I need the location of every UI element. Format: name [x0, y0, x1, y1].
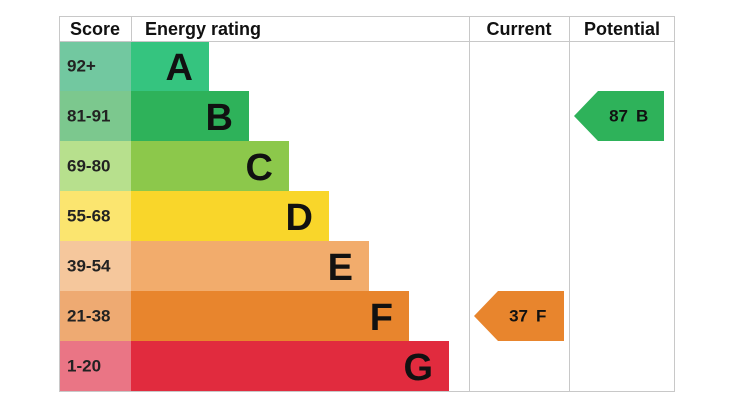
current-header: Current	[486, 19, 551, 39]
score-cell	[59, 91, 131, 141]
rating-bar	[131, 41, 209, 91]
rating-letter: G	[403, 347, 433, 389]
rating-rows: 92+ A 81-91 B 69-80 C 55-68 D 39-54 E 21-38 F 1-20 G 3…	[59, 41, 664, 391]
rating-letter: D	[286, 197, 313, 239]
score-cell	[59, 241, 131, 291]
score-label: 21-38	[67, 307, 110, 326]
current-value: 37	[509, 307, 528, 326]
current-rating: F	[536, 307, 546, 326]
score-cell	[59, 291, 131, 341]
table-border	[59, 16, 675, 392]
score-label: 55-68	[67, 207, 110, 226]
score-label: 69-80	[67, 157, 110, 176]
rating-bar	[131, 141, 289, 191]
score-cell	[59, 341, 131, 391]
rating-letter: E	[328, 247, 353, 289]
score-cell	[59, 191, 131, 241]
score-label: 81-91	[67, 107, 110, 126]
potential-arrow	[574, 91, 664, 141]
score-label: 1-20	[67, 357, 101, 376]
potential-header: Potential	[584, 19, 660, 39]
potential-value: 87	[609, 107, 628, 126]
rating-bar	[131, 291, 409, 341]
score-cell	[59, 41, 131, 91]
rating-bar	[131, 341, 449, 391]
score-label: 92+	[67, 57, 96, 76]
rating-letter: F	[370, 297, 393, 339]
score-header: Score	[70, 19, 120, 39]
current-arrow	[474, 291, 564, 341]
score-label: 39-54	[67, 257, 111, 276]
rating-bar	[131, 91, 249, 141]
rating-bar	[131, 241, 369, 291]
rating-bar	[131, 191, 329, 241]
potential-rating: B	[636, 107, 648, 126]
rating-letter: A	[166, 47, 193, 89]
rating-header: Energy rating	[145, 19, 261, 39]
rating-letter: C	[246, 147, 273, 189]
score-cell	[59, 141, 131, 191]
rating-letter: B	[206, 97, 233, 139]
